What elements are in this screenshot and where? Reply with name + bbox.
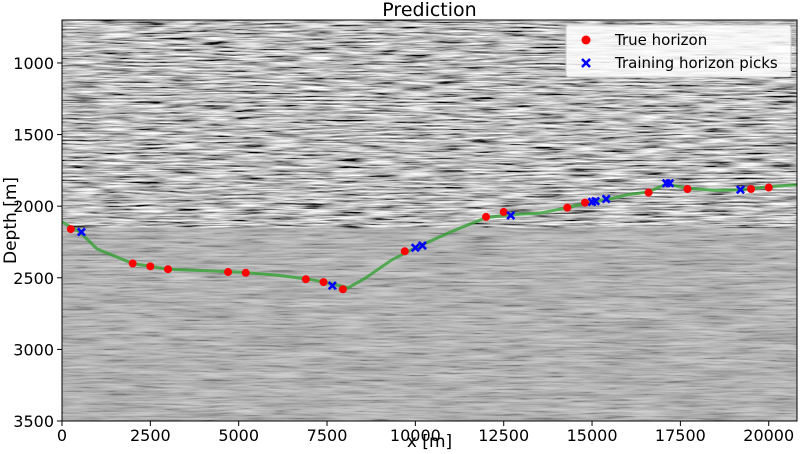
true-horizon-point: [563, 203, 572, 212]
x-axis-label: x [m]: [407, 432, 452, 452]
legend-label-training-picks: Training horizon picks: [614, 54, 778, 72]
x-tick-label: 20000: [743, 426, 794, 445]
true-horizon-point: [764, 183, 773, 192]
y-tick-label: 1000: [13, 54, 54, 73]
marker-layer: [66, 178, 773, 294]
true-horizon-point: [241, 268, 250, 277]
y-axis: 1000 1500 2000 2500 3000 3500: [13, 54, 62, 431]
training-pick-point: [76, 227, 86, 237]
training-pick-point: [410, 243, 420, 253]
true-horizon-point: [400, 247, 409, 256]
y-axis-label: Depth [m]: [1, 177, 21, 264]
x-tick-label: 12500: [478, 426, 529, 445]
plot-area: [62, 20, 797, 421]
y-tick-label: 2500: [13, 269, 54, 288]
training-pick-point: [417, 241, 427, 251]
x-tick-label: 15000: [567, 426, 618, 445]
legend-marker-training-picks: [581, 58, 591, 68]
x-tick-label: 7500: [307, 426, 348, 445]
training-pick-point: [506, 210, 516, 221]
true-horizon-point: [164, 265, 173, 274]
true-horizon-point: [146, 262, 155, 271]
legend: True horizon Training horizon picks: [565, 24, 792, 78]
true-horizon-point: [66, 225, 75, 234]
chart-title: Prediction: [382, 0, 476, 21]
true-horizon-point: [224, 268, 233, 277]
training-pick-point: [735, 185, 745, 195]
true-horizon-point: [301, 275, 310, 284]
x-tick-label: 10000: [390, 426, 441, 445]
x-tick-label: 5000: [218, 426, 259, 445]
true-horizon-point: [644, 188, 653, 197]
x-tick-label: 0: [57, 426, 67, 445]
seismic-background-lower: [62, 227, 797, 421]
y-tick-label: 3000: [13, 340, 54, 359]
legend-box: [565, 24, 792, 78]
true-horizon-point: [499, 207, 508, 216]
y-tick-label: 1500: [13, 126, 54, 145]
plot-frame: [61, 19, 798, 422]
true-horizon-point: [338, 285, 347, 294]
training-pick-point: [591, 196, 601, 206]
true-horizon-point: [128, 259, 137, 268]
x-tick-label: 17500: [655, 426, 706, 445]
y-tick-label: 2000: [13, 197, 54, 216]
true-horizon-point: [747, 184, 756, 193]
y-tick-label: 3500: [13, 412, 54, 431]
legend-label-true-horizon: True horizon: [614, 31, 707, 49]
true-horizon-point: [482, 212, 491, 221]
training-pick-point: [665, 178, 675, 188]
true-horizon-point: [683, 184, 692, 193]
legend-marker-true-horizon: [581, 35, 591, 45]
x-axis: 0 2500 5000 7500 10000 12500 15000 17500 20000: [57, 421, 794, 445]
seismic-background-tint: [62, 227, 797, 421]
training-pick-point: [601, 194, 611, 204]
true-horizon-point: [580, 198, 589, 207]
x-tick-label: 2500: [130, 426, 171, 445]
true-horizon-point: [319, 278, 328, 287]
training-pick-point: [327, 281, 337, 291]
